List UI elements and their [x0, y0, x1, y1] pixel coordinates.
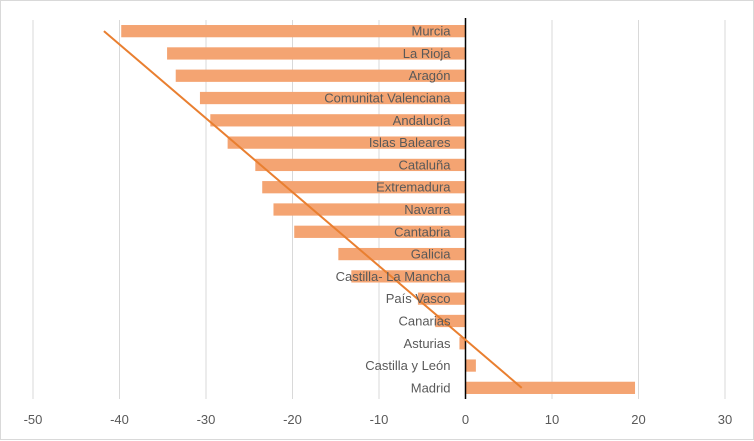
bar-14: [459, 337, 466, 350]
trendline-line: [103, 30, 523, 389]
x-tick-label-2: -30: [197, 412, 216, 427]
category-label-1: La Rioja: [403, 46, 451, 61]
category-label-15: Castilla y León: [365, 358, 450, 373]
x-tick-labels: -50 -40 -30 -20 -10 0 10 20 30: [24, 412, 733, 427]
category-label-13: Canarias: [398, 313, 451, 328]
category-label-6: Cataluña: [398, 157, 451, 172]
x-tick-label-4: -10: [370, 412, 389, 427]
category-label-8: Navarra: [404, 202, 451, 217]
x-tick-label-1: -40: [110, 412, 129, 427]
bar-7: [262, 181, 466, 194]
bars: [121, 25, 636, 394]
bar-5: [227, 136, 466, 149]
bar-13: [435, 314, 466, 328]
x-tick-label-6: 10: [545, 412, 559, 427]
bar-15: [465, 359, 476, 372]
category-label-2: Aragón: [409, 68, 451, 83]
category-label-11: Castilla- La Mancha: [336, 269, 452, 284]
bar-1: [167, 47, 466, 60]
category-label-14: Asturias: [404, 336, 451, 351]
bar-12: [417, 292, 466, 305]
bar-3: [199, 91, 466, 105]
x-tick-label-5: 0: [462, 412, 469, 427]
bar-4: [210, 114, 466, 127]
x-tick-label-8: 30: [718, 412, 732, 427]
category-label-7: Extremadura: [376, 180, 451, 195]
category-label-4: Andalucía: [393, 113, 452, 128]
category-label-3: Comunitat Valenciana: [324, 91, 451, 106]
trendline: [103, 30, 523, 389]
category-label-5: Islas Baleares: [369, 135, 451, 150]
category-label-0: Murcia: [411, 24, 451, 39]
category-label-12: País Vasco: [386, 291, 451, 306]
bar-2: [175, 69, 466, 82]
category-label-10: Galicia: [411, 247, 452, 262]
category-label-16: Madrid: [411, 380, 451, 395]
x-tick-label-3: -20: [283, 412, 302, 427]
bar-8: [273, 203, 466, 216]
bar-9: [294, 225, 466, 238]
bar-0: [121, 25, 466, 38]
x-tick-label-0: -50: [24, 412, 43, 427]
bar-16: [465, 381, 636, 394]
bar-6: [255, 158, 466, 172]
category-labels: Murcia La Rioja Aragón Comunitat Valenciana…: [324, 24, 451, 396]
bar-11: [351, 270, 466, 283]
category-label-9: Cantabria: [394, 224, 451, 239]
x-tick-label-7: 20: [631, 412, 645, 427]
